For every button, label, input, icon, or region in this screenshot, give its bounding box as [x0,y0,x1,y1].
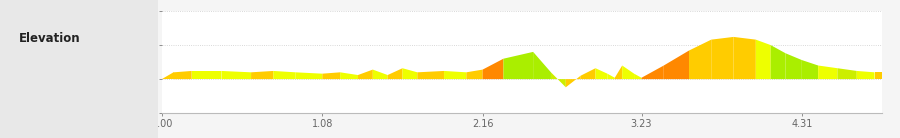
Polygon shape [221,71,251,79]
Polygon shape [580,68,596,79]
Polygon shape [402,68,418,79]
Polygon shape [373,70,388,79]
Polygon shape [838,68,857,79]
Polygon shape [388,68,402,79]
Polygon shape [756,40,770,79]
Polygon shape [174,71,192,79]
Text: Elevation: Elevation [19,32,80,45]
Polygon shape [251,71,274,79]
Polygon shape [786,53,802,79]
Polygon shape [551,72,566,87]
Polygon shape [608,74,615,79]
Polygon shape [418,71,444,79]
Polygon shape [711,37,733,79]
Polygon shape [340,72,358,79]
Polygon shape [322,72,340,79]
Polygon shape [818,66,838,79]
Polygon shape [664,51,689,79]
Polygon shape [192,71,221,79]
Polygon shape [770,45,786,79]
Polygon shape [689,40,711,79]
Polygon shape [596,68,608,79]
Polygon shape [622,66,634,79]
Polygon shape [566,76,580,87]
Polygon shape [615,66,622,79]
Polygon shape [444,71,466,79]
Polygon shape [274,71,295,79]
Polygon shape [857,71,875,79]
Polygon shape [358,70,373,79]
Polygon shape [503,52,533,79]
Polygon shape [802,60,818,79]
Y-axis label: Elevation (feet): Elevation (feet) [123,24,133,100]
Polygon shape [634,74,642,79]
Polygon shape [642,66,664,79]
Polygon shape [482,59,503,79]
Polygon shape [295,72,322,79]
Polygon shape [875,72,882,79]
Polygon shape [734,37,756,79]
Polygon shape [162,72,174,79]
Polygon shape [466,70,482,79]
Polygon shape [533,52,551,79]
